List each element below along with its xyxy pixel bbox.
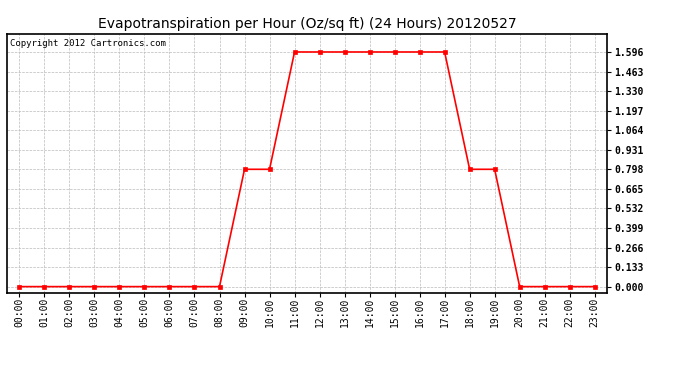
Text: Copyright 2012 Cartronics.com: Copyright 2012 Cartronics.com [10,39,166,48]
Title: Evapotranspiration per Hour (Oz/sq ft) (24 Hours) 20120527: Evapotranspiration per Hour (Oz/sq ft) (… [98,17,516,31]
